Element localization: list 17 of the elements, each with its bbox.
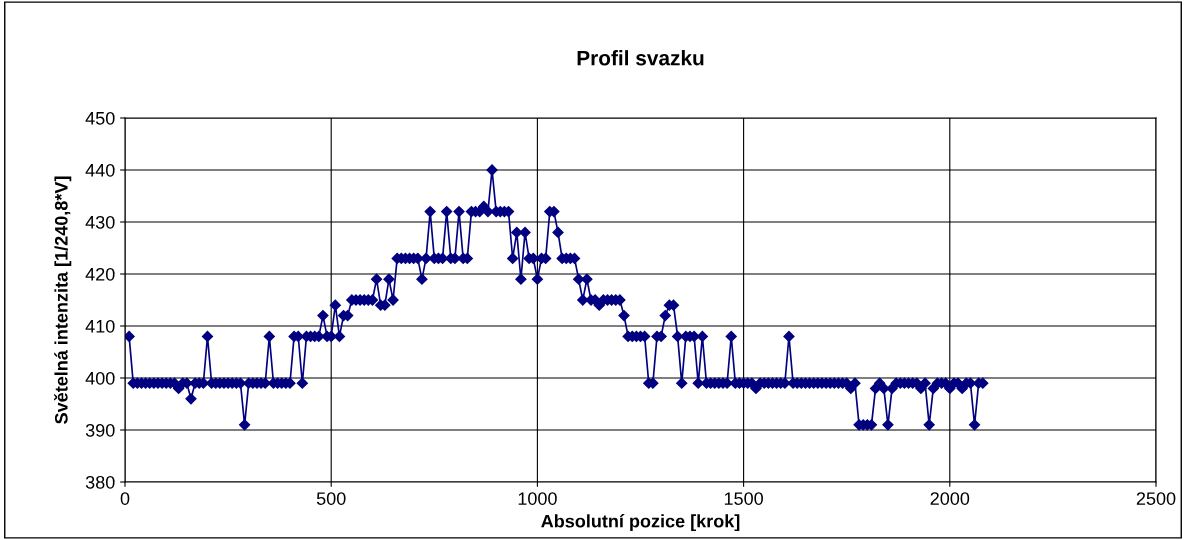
y-tick-label: 430 — [85, 215, 115, 229]
y-tick-label: 450 — [85, 111, 115, 125]
x-tick-label: 500 — [316, 492, 346, 505]
x-tick-label: 1000 — [518, 492, 557, 505]
y-tick-label: 390 — [85, 423, 115, 437]
y-tick-label: 440 — [85, 163, 115, 177]
x-tick-label: 2000 — [930, 492, 970, 505]
y-axis-title: Světelná intenzita [1/240,8*V] — [54, 176, 72, 424]
x-tick-label: 1500 — [724, 492, 763, 505]
y-tick-label: 410 — [85, 319, 115, 333]
y-tick-label: 400 — [85, 371, 115, 385]
x-tick-label: 2500 — [1136, 492, 1176, 505]
y-tick-label: 380 — [85, 475, 115, 489]
x-axis-title: Absolutní pozice [krok] — [541, 514, 740, 532]
y-tick-label: 420 — [85, 267, 115, 281]
chart-title: Profil svazku — [577, 50, 704, 66]
x-tick-label: 0 — [120, 492, 130, 505]
